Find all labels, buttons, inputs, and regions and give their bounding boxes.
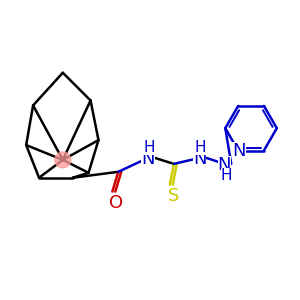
Text: N: N	[193, 150, 206, 168]
Text: H: H	[195, 140, 206, 154]
Text: N: N	[141, 150, 155, 168]
Text: O: O	[109, 194, 123, 212]
Text: H: H	[143, 140, 155, 154]
Text: N: N	[218, 156, 231, 174]
Text: N: N	[232, 142, 246, 160]
Text: H: H	[220, 168, 232, 183]
Circle shape	[55, 152, 71, 168]
Text: S: S	[168, 187, 179, 205]
